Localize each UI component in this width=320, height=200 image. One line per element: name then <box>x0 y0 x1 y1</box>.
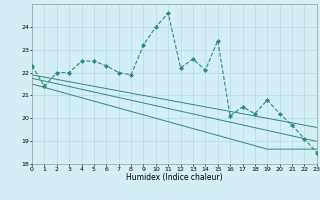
X-axis label: Humidex (Indice chaleur): Humidex (Indice chaleur) <box>126 173 223 182</box>
